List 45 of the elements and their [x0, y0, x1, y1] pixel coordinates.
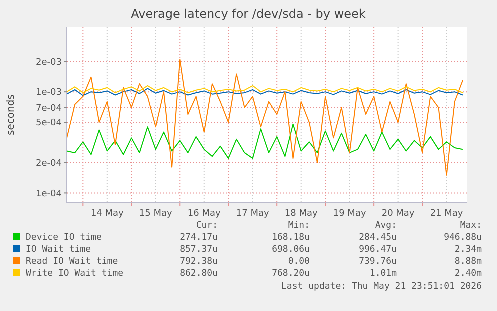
x-tick-label: 19 May [333, 209, 367, 219]
y-tick-label: 7e-04 [36, 104, 62, 114]
text: 946.88u [444, 233, 482, 243]
text: 2.40m [454, 269, 482, 279]
text: 168.18u [272, 233, 310, 243]
y-tick-label: 2e-03 [36, 58, 62, 68]
text: 996.47u [359, 245, 397, 255]
legend-label: Write IO Wait time [26, 269, 124, 279]
text: 792.38u [180, 257, 218, 267]
x-tick-label: 18 May [284, 209, 318, 219]
x-tick-label: 17 May [236, 209, 270, 219]
legend-label: IO Wait time [26, 245, 92, 255]
text: Min: [288, 221, 310, 231]
chart-title: Average latency for /dev/sda - by week [131, 7, 366, 21]
line-series [66, 58, 464, 176]
line-series [66, 124, 464, 160]
text: 698.06u [272, 245, 310, 255]
y-tick-label: 5e-04 [36, 118, 62, 129]
text: 862.80u [180, 269, 218, 279]
text: 0.00 [288, 257, 310, 267]
line-series [66, 88, 464, 96]
y-tick-label: 1e-03 [36, 88, 62, 98]
text: 2.34m [454, 245, 482, 255]
text: 857.37u [180, 245, 218, 255]
text: Max: [460, 221, 482, 231]
x-tick-label: 16 May [188, 209, 222, 219]
x-tick-label: 14 May [90, 209, 125, 219]
text: Last update: Thu May 21 23:51:01 2026 [282, 282, 482, 292]
text: 768.20u [272, 269, 310, 279]
y-tick-label: 1e-04 [36, 189, 62, 200]
text: 1.01m [370, 269, 397, 279]
x-tick-label: 21 May [430, 209, 464, 219]
x-tick-label: 20 May [382, 209, 416, 219]
legend-label: Device IO time [26, 233, 102, 243]
legend-label: Read IO Wait time [26, 257, 118, 267]
text: 284.45u [359, 233, 397, 243]
x-tick-label: 15 May [139, 209, 174, 219]
text: 274.17u [180, 233, 218, 243]
text: 739.76u [359, 257, 397, 267]
y-axis-title: seconds [6, 94, 17, 136]
line-series [66, 85, 464, 94]
text: 8.88m [454, 257, 482, 267]
text: Avg: [375, 221, 397, 231]
y-tick-label: 2e-04 [36, 158, 62, 169]
text: Cur: [196, 221, 218, 231]
